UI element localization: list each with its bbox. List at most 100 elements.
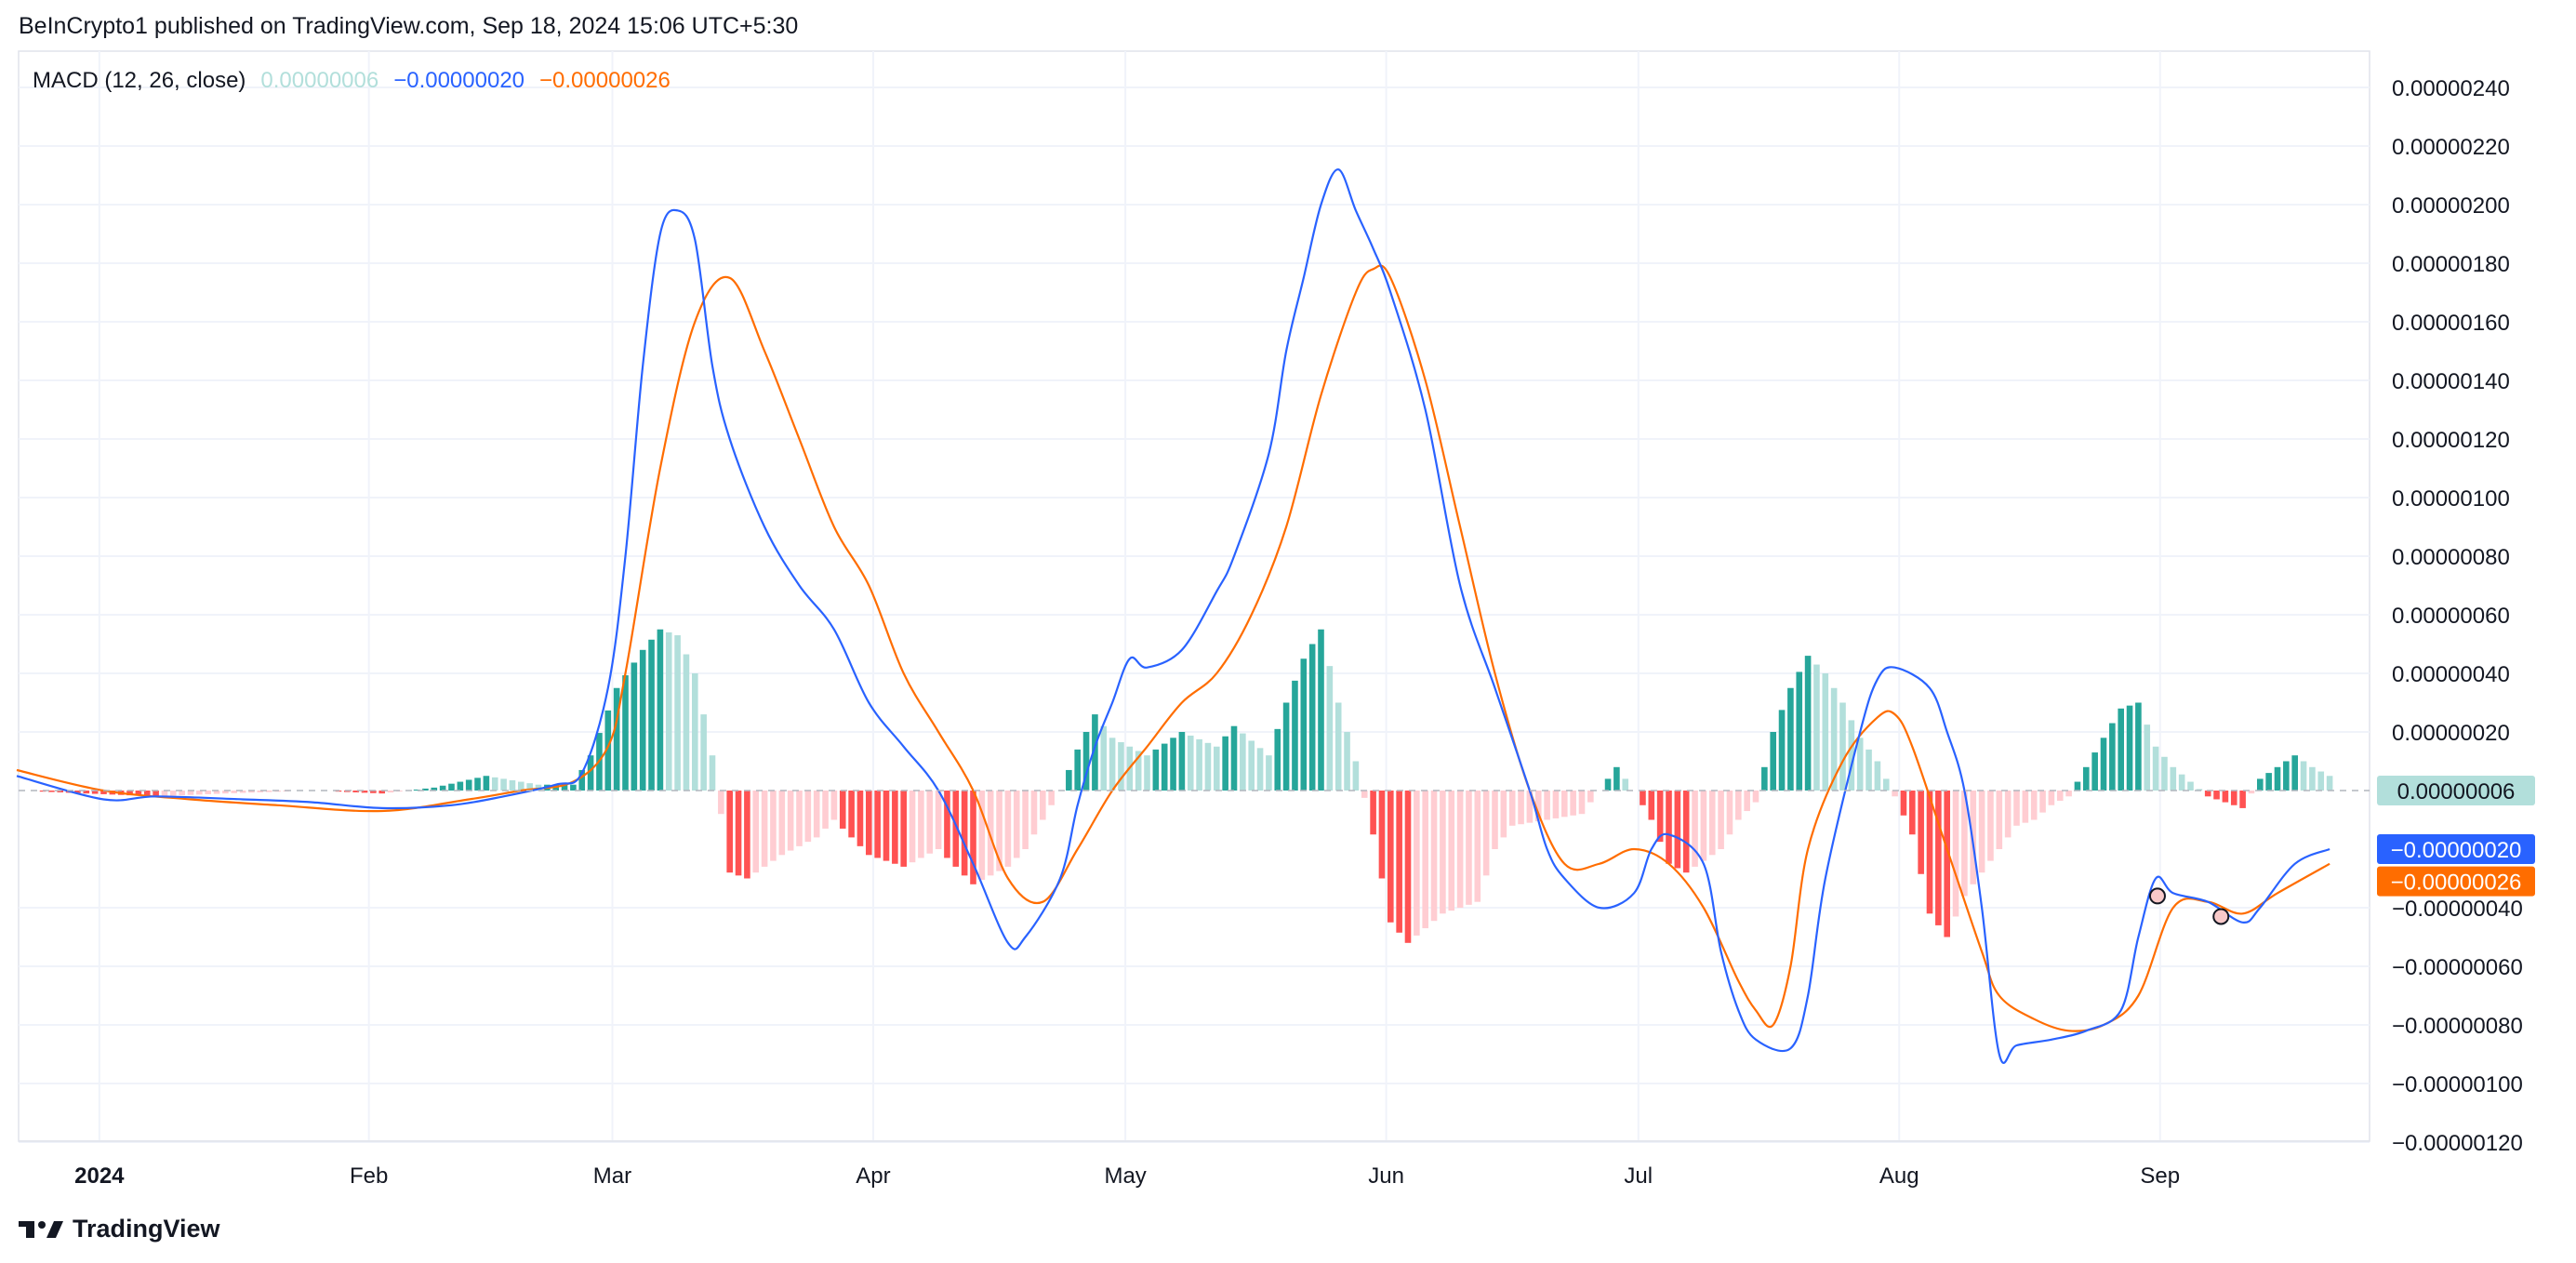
histogram-bar [1978, 791, 1985, 873]
histogram-bar [2126, 705, 2133, 791]
histogram-bar [657, 629, 664, 791]
histogram-bar [2065, 791, 2072, 797]
histogram-bar [518, 781, 524, 791]
histogram-bar [2196, 789, 2203, 791]
histogram-bar [613, 687, 620, 791]
histogram-bar [2048, 791, 2055, 805]
histogram-bar [2170, 766, 2177, 791]
histogram-bar [465, 779, 472, 791]
histogram-bar [1004, 791, 1012, 867]
histogram-bar [1796, 671, 1803, 791]
histogram-bar [91, 791, 99, 794]
y-tick-label: −0.00000040 [2392, 897, 2523, 922]
histogram-bar [535, 784, 542, 791]
histogram-bar [161, 791, 168, 796]
histogram-bar [1656, 791, 1664, 843]
histogram-bar [1318, 629, 1324, 791]
histogram-bar [222, 791, 229, 794]
histogram-bar [1430, 791, 1438, 922]
histogram-bar [2213, 791, 2220, 800]
histogram-bar [1534, 791, 1542, 822]
histogram-bar [196, 791, 203, 795]
histogram-bar [1744, 791, 1750, 812]
histogram-bar [1118, 742, 1124, 791]
histogram-bar [796, 791, 803, 846]
histogram-bar [1552, 791, 1560, 818]
histogram-bar [2109, 723, 2116, 791]
histogram-bar [1909, 791, 1916, 835]
histogram-bar [770, 791, 777, 861]
histogram-bar [761, 791, 768, 867]
histogram-bar [1682, 791, 1690, 873]
histogram-bar [1839, 702, 1846, 791]
histogram-bar [1274, 728, 1281, 791]
histogram-bar [1787, 687, 1794, 791]
histogram-bar [378, 791, 385, 794]
histogram-bar [2039, 791, 2046, 813]
histogram-bar [1230, 725, 1238, 791]
price-label-text-macd: −0.00000020 [2391, 838, 2522, 863]
histogram-bar [970, 791, 976, 884]
histogram-bar [2265, 773, 2272, 791]
histogram-bar [1622, 778, 1629, 791]
histogram-bar [1474, 791, 1481, 902]
plot-frame [18, 50, 2370, 1142]
histogram-bar [500, 778, 507, 791]
histogram-bar [1414, 791, 1420, 936]
y-tick-label: 0.00000080 [2392, 545, 2510, 570]
histogram-bar [2161, 756, 2168, 791]
histogram-bar [2118, 708, 2124, 791]
x-tick-label: Sep [2140, 1163, 2180, 1189]
y-tick-label: 0.00000240 [2392, 76, 2510, 101]
histogram-bar [665, 632, 672, 791]
y-axis: 0.00000240 0.00000220 0.00000200 0.00000180… [2392, 76, 2523, 1156]
histogram-bar [1378, 791, 1386, 879]
histogram-bar [692, 673, 698, 791]
histogram-bar [1282, 702, 1290, 791]
y-tick-label: 0.00000220 [2392, 135, 2510, 160]
histogram-bar [561, 784, 568, 791]
histogram-bar [1422, 791, 1428, 929]
histogram-bar [474, 778, 481, 791]
histogram-bar [1674, 791, 1681, 869]
histogram-bar [787, 791, 794, 851]
histogram-bar [2030, 791, 2038, 820]
histogram-bar [778, 791, 786, 856]
histogram-bar [126, 791, 133, 796]
histogram-bar [822, 791, 829, 829]
histogram-bar [1092, 714, 1098, 791]
tradingview-footer: TradingView [19, 1215, 220, 1243]
histogram-bar [2222, 791, 2229, 803]
histogram-bar [1396, 791, 1402, 933]
histogram-bar [1170, 738, 1176, 791]
histogram-bar [135, 791, 142, 796]
histogram-bar [578, 769, 586, 791]
x-axis: 2024 Feb Mar Apr May Jun Jul Aug Sep [19, 1140, 2370, 1189]
histogram-bar [370, 791, 377, 793]
histogram-bar [265, 791, 272, 792]
histogram-bar [2274, 766, 2281, 791]
histogram-bar [1100, 725, 1108, 791]
histogram-bar [1466, 791, 1472, 905]
histogram-bar [1030, 791, 1038, 835]
histogram-bar [892, 791, 898, 864]
histogram-bar [153, 791, 159, 797]
histogram-bar [856, 791, 864, 846]
histogram-bar [448, 783, 455, 791]
histogram-bar [648, 639, 655, 791]
histogram-bar [1048, 791, 1055, 805]
histogram-bar [2100, 738, 2107, 791]
histogram-bar [1240, 733, 1246, 791]
chart-grid [18, 50, 2370, 1143]
histogram-bar [1613, 766, 1620, 791]
x-tick-label: May [1104, 1163, 1146, 1189]
histogram-bar [483, 776, 490, 791]
histogram-bar [2187, 781, 2194, 791]
y-tick-label: 0.00000040 [2392, 662, 2510, 687]
price-label-signal [2377, 866, 2535, 897]
histogram-bar [1666, 791, 1672, 864]
histogram-bar [387, 791, 394, 793]
histogram-bar [1561, 791, 1568, 818]
histogram-bar [1308, 644, 1316, 791]
